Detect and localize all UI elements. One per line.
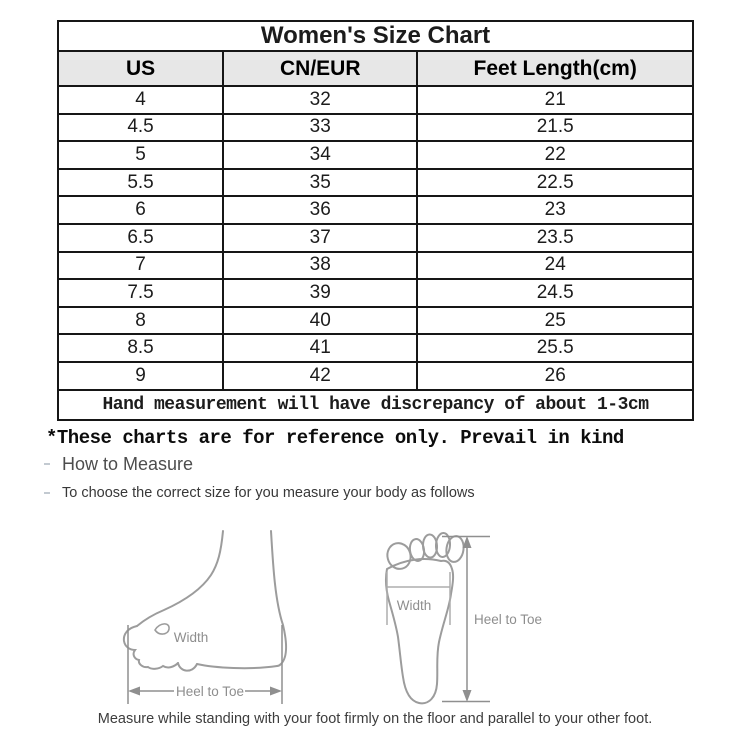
how-to-measure-subheading: To choose the correct size for you measu… (62, 485, 475, 501)
cell-length: 25 (416, 305, 694, 336)
cell-cn: 39 (222, 278, 419, 308)
foot-top-view-diagram: Width Heel to Toe (384, 532, 542, 705)
cell-cn: 42 (222, 360, 419, 391)
cell-length: 22.5 (416, 167, 694, 198)
table-row: 5.5 35 22.5 (56, 167, 694, 198)
foot-side-outline-icon (122, 530, 288, 672)
table-row: 8 40 25 (56, 305, 694, 336)
table-header-row: US CN/EUR Feet Length(cm) (56, 50, 694, 87)
table-title-row: Women's Size Chart (57, 20, 694, 52)
size-chart-table: Women's Size Chart US CN/EUR Feet Length… (56, 20, 694, 421)
cell-cn: 33 (222, 112, 419, 143)
foot-side-view-diagram: Width Heel to Toe (122, 530, 288, 704)
table-row: 4 32 21 (56, 85, 694, 115)
table-title: Women's Size Chart (57, 20, 694, 52)
table-row: 7 38 24 (56, 250, 694, 281)
top-width-label: Width (397, 598, 432, 613)
cell-length: 24.5 (416, 278, 694, 308)
reference-note: *These charts are for reference only. Pr… (46, 427, 624, 449)
cell-us: 8.5 (56, 333, 225, 363)
column-header-us: US (56, 50, 225, 87)
cell-length: 24 (416, 250, 694, 281)
measuring-instruction-caption: Measure while standing with your foot fi… (97, 711, 653, 727)
cell-length: 21.5 (416, 112, 694, 143)
measurement-discrepancy-note: Hand measurement will have discrepancy o… (57, 388, 694, 421)
cell-us: 7 (56, 250, 225, 281)
cell-us: 4 (56, 85, 225, 115)
table-row: 4.5 33 21.5 (56, 112, 694, 143)
cell-cn: 32 (222, 85, 419, 115)
table-row: 6 36 23 (56, 195, 694, 225)
cell-cn: 41 (222, 333, 419, 363)
cell-cn: 34 (222, 140, 419, 170)
width-measure-lines (386, 572, 451, 625)
cell-length: 22 (416, 140, 694, 170)
cell-cn: 37 (222, 222, 419, 253)
column-header-feet-length: Feet Length(cm) (416, 50, 694, 87)
table-footer-row: Hand measurement will have discrepancy o… (57, 388, 694, 421)
top-heel-to-toe-label: Heel to Toe (474, 612, 542, 627)
cell-length: 23 (416, 195, 694, 225)
side-heel-to-toe-label: Heel to Toe (176, 684, 244, 699)
bullet-dash-icon (44, 492, 50, 494)
table-row: 7.5 39 24.5 (56, 278, 694, 308)
table-row: 9 42 26 (56, 360, 694, 391)
arrow-head-icon (128, 686, 282, 696)
side-width-label: Width (174, 630, 209, 645)
table-row: 6.5 37 23.5 (56, 222, 694, 253)
cell-us: 6.5 (56, 222, 225, 253)
arrow-head-icon (462, 536, 472, 702)
cell-length: 26 (416, 360, 694, 391)
bullet-dash-icon (44, 463, 50, 465)
cell-cn: 35 (222, 167, 419, 198)
table-row: 8.5 41 25.5 (56, 333, 694, 363)
cell-cn: 38 (222, 250, 419, 281)
cell-cn: 40 (222, 305, 419, 336)
cell-length: 21 (416, 85, 694, 115)
table-row: 5 34 22 (56, 140, 694, 170)
cell-us: 5.5 (56, 167, 225, 198)
heel-to-toe-measure-lines (442, 535, 490, 703)
foot-sole-outline-icon (384, 532, 465, 705)
cell-length: 25.5 (416, 333, 694, 363)
cell-us: 4.5 (56, 112, 225, 143)
cell-us: 8 (56, 305, 225, 336)
cell-length: 23.5 (416, 222, 694, 253)
cell-us: 7.5 (56, 278, 225, 308)
column-header-cn-eur: CN/EUR (222, 50, 419, 87)
cell-us: 9 (56, 360, 225, 391)
cell-cn: 36 (222, 195, 419, 225)
cell-us: 5 (56, 140, 225, 170)
cell-us: 6 (56, 195, 225, 225)
how-to-measure-heading: How to Measure (62, 454, 194, 474)
